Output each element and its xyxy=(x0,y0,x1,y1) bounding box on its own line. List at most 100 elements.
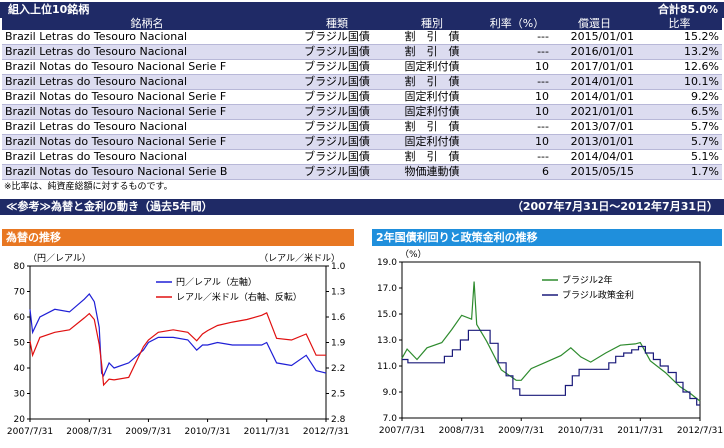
holding-name: Brazil Letras do Tesouro Nacional xyxy=(2,149,292,165)
table-row: Brazil Notas do Tesouro Nacional Serie B… xyxy=(2,164,722,180)
holding-maturity: 2013/01/01 xyxy=(552,134,637,150)
header-rate: 利率（%） xyxy=(482,18,552,30)
holding-type: 固定利付債 xyxy=(382,89,482,105)
holding-ratio: 1.7% xyxy=(637,164,722,180)
holding-rate: 10 xyxy=(482,134,552,150)
y-tick-label: 15.0 xyxy=(377,310,397,320)
holdings-title-bar: 組入上位10銘柄 合計85.0% xyxy=(0,2,724,18)
x-tick-label: 2012/7/31 xyxy=(303,427,349,437)
header-name: 銘柄名 xyxy=(2,18,292,30)
legend-label: 円／レアル（左軸） xyxy=(176,276,257,288)
holding-type: 割 引 債 xyxy=(382,44,482,60)
reference-title-bar: ≪参考≫為替と金利の動き（過去5年間） （2007年7月31日～2012年7月3… xyxy=(0,199,724,215)
fx-chart: 80 70 60 50 40 30 20 1.0 1.3 1.6 1.9 2.2 2.5 2.8 2007/… xyxy=(7,252,349,437)
holding-rate: --- xyxy=(482,119,552,135)
legend-label: ブラジル2年 xyxy=(562,274,613,286)
holdings-title: 組入上位10銘柄 xyxy=(8,3,90,16)
table-row: Brazil Letras do Tesouro Nacional ブラジル国債割… xyxy=(2,74,722,90)
reference-period: （2007年7月31日～2012年7月31日） xyxy=(511,200,718,213)
x-tick-label: 2011/7/31 xyxy=(244,427,290,437)
x-tick-label: 2007/7/31 xyxy=(379,426,425,436)
table-row: Brazil Notas do Tesouro Nacional Serie F… xyxy=(2,59,722,75)
fx-chart-title: 為替の推移 xyxy=(2,229,354,246)
series-line-1 xyxy=(402,329,700,406)
rate-chart-title: 2年国債利回りと政策金利の推移 xyxy=(372,229,722,246)
table-row: Brazil Letras do Tesouro Nacional ブラジル国債割… xyxy=(2,119,722,135)
holding-ratio: 12.6% xyxy=(637,59,722,75)
y2-tick-label: 1.0 xyxy=(331,262,346,272)
header-maturity: 償還日 xyxy=(552,18,637,30)
y-tick-label: 40 xyxy=(14,364,26,374)
y-tick-label: 80 xyxy=(14,262,26,272)
y-tick-label: 9.0 xyxy=(383,388,398,398)
plot-area xyxy=(401,261,701,419)
legend-label: レアル／米ドル（右軸、反転） xyxy=(176,291,302,303)
y-axis-label: （%） xyxy=(400,249,427,260)
y2-tick-label: 2.8 xyxy=(331,415,346,425)
x-tick-label: 2008/7/31 xyxy=(439,426,485,436)
series-line-0 xyxy=(401,281,701,402)
y-tick-label: 30 xyxy=(14,390,26,400)
plot-area xyxy=(29,265,327,420)
holding-rate: --- xyxy=(482,30,552,45)
holding-maturity: 2014/01/01 xyxy=(552,74,637,90)
holding-ratio: 13.2% xyxy=(637,44,722,60)
x-tick-label: 2009/7/31 xyxy=(498,426,544,436)
y-tick-label: 20 xyxy=(14,415,26,425)
y-tick-label: 19.0 xyxy=(377,258,397,268)
holding-kind: ブラジル国債 xyxy=(292,164,382,180)
holding-name: Brazil Letras do Tesouro Nacional xyxy=(2,74,292,90)
holding-name: Brazil Notas do Tesouro Nacional Serie F xyxy=(2,89,292,105)
y-tick-label: 70 xyxy=(14,288,26,298)
holding-type: 物価連動債 xyxy=(382,164,482,180)
holding-maturity: 2021/01/01 xyxy=(552,104,637,120)
holding-kind: ブラジル国債 xyxy=(292,74,382,90)
rate-chart: 19.0 17.0 15.0 13.0 11.0 9.0 7.0 2007/7/31 2008/… xyxy=(377,249,723,436)
holding-type: 固定利付債 xyxy=(382,134,482,150)
series-line-1 xyxy=(29,311,326,387)
holding-rate: --- xyxy=(482,149,552,165)
reference-title: ≪参考≫為替と金利の動き（過去5年間） xyxy=(6,200,213,213)
holding-type: 固定利付債 xyxy=(382,104,482,120)
table-row: Brazil Letras do Tesouro Nacional ブラジル国債割… xyxy=(2,149,722,165)
holding-maturity: 2017/01/01 xyxy=(552,59,637,75)
holding-kind: ブラジル国債 xyxy=(292,149,382,165)
y-axis-label: （円／レアル） xyxy=(28,253,91,264)
holding-ratio: 5.7% xyxy=(637,134,722,150)
holding-kind: ブラジル国債 xyxy=(292,89,382,105)
holding-name: Brazil Notas do Tesouro Nacional Serie F xyxy=(2,134,292,150)
holding-name: Brazil Letras do Tesouro Nacional xyxy=(2,44,292,60)
x-tick-label: 2010/7/31 xyxy=(558,426,604,436)
holding-ratio: 10.1% xyxy=(637,74,722,90)
y-tick-label: 13.0 xyxy=(377,336,397,346)
holding-type: 割 引 債 xyxy=(382,119,482,135)
y-tick-label: 17.0 xyxy=(377,284,397,294)
holdings-table: 銘柄名 種類 種別 利率（%） 償還日 比率 Brazil Letras do … xyxy=(2,18,722,180)
table-row: Brazil Notas do Tesouro Nacional Serie F… xyxy=(2,134,722,150)
holding-rate: 10 xyxy=(482,104,552,120)
y-tick-label: 7.0 xyxy=(383,414,398,424)
holding-kind: ブラジル国債 xyxy=(292,134,382,150)
holding-ratio: 5.7% xyxy=(637,119,722,135)
y2-tick-label: 1.3 xyxy=(331,288,345,298)
y2-tick-label: 2.2 xyxy=(331,364,345,374)
table-row: Brazil Notas do Tesouro Nacional Serie F… xyxy=(2,104,722,120)
holding-ratio: 9.2% xyxy=(637,89,722,105)
holding-kind: ブラジル国債 xyxy=(292,104,382,120)
holdings-total: 合計85.0% xyxy=(657,3,718,16)
header-kind: 種類 xyxy=(292,18,382,30)
x-tick-label: 2007/7/31 xyxy=(7,427,53,437)
holding-name: Brazil Notas do Tesouro Nacional Serie B xyxy=(2,164,292,180)
x-tick-label: 2011/7/31 xyxy=(617,426,663,436)
holding-maturity: 2014/01/01 xyxy=(552,89,637,105)
holding-name: Brazil Letras do Tesouro Nacional xyxy=(2,30,292,45)
legend-label: ブラジル政策金利 xyxy=(562,289,634,301)
holding-rate: 10 xyxy=(482,59,552,75)
holding-ratio: 15.2% xyxy=(637,30,722,45)
x-tick-label: 2012/7/31 xyxy=(677,426,723,436)
table-row: Brazil Notas do Tesouro Nacional Serie F… xyxy=(2,89,722,105)
x-tick-label: 2008/7/31 xyxy=(66,427,112,437)
holding-maturity: 2013/07/01 xyxy=(552,119,637,135)
holdings-note: ※比率は、純資産総額に対するものです。 xyxy=(4,182,173,192)
holding-name: Brazil Notas do Tesouro Nacional Serie F xyxy=(2,104,292,120)
